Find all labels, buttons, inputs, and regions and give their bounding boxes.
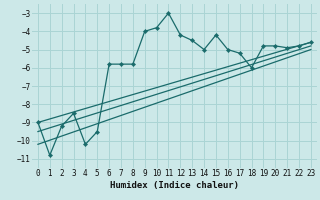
X-axis label: Humidex (Indice chaleur): Humidex (Indice chaleur) [110,181,239,190]
